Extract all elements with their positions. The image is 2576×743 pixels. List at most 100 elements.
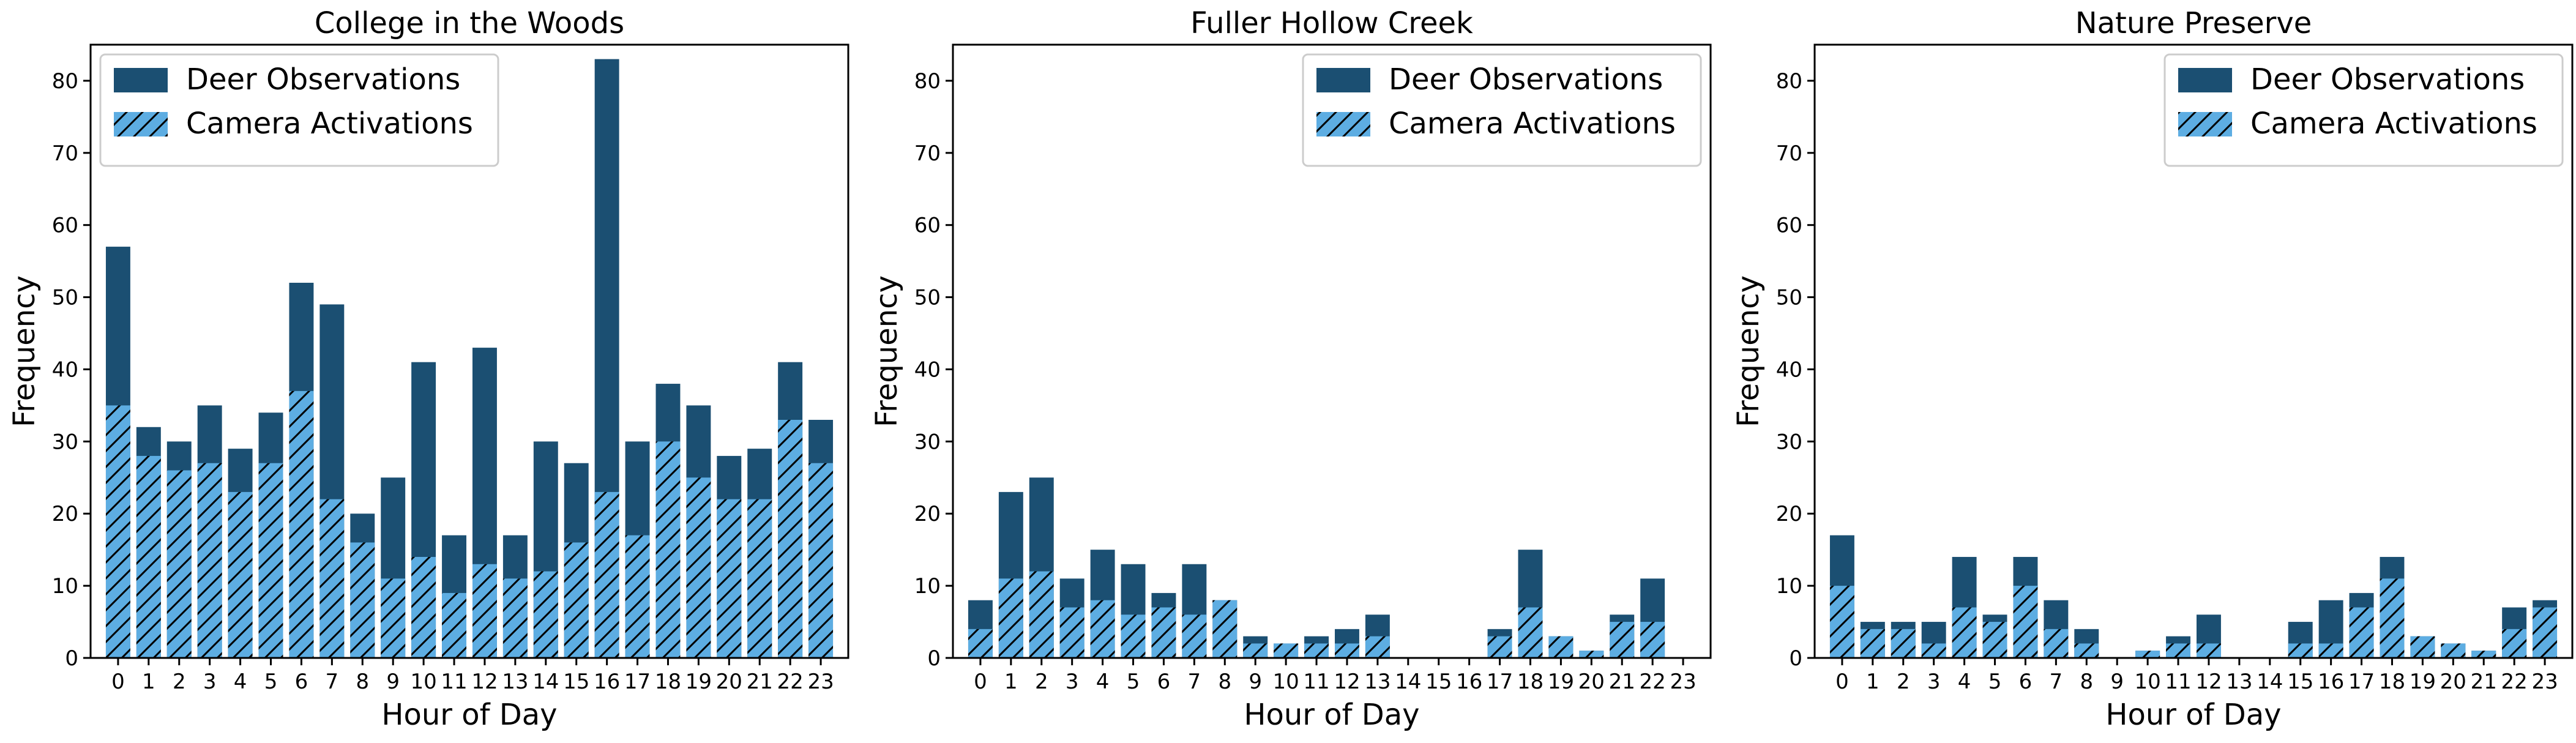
- camera-activation-hatch-22: [2502, 629, 2527, 658]
- x-tick-label: 12: [1334, 670, 1360, 694]
- x-tick-label: 20: [1578, 670, 1605, 694]
- legend-swatch-deer: [2178, 68, 2232, 92]
- camera-activation-hatch-21: [2471, 651, 2496, 658]
- y-tick-label: 10: [52, 574, 78, 599]
- legend-label-deer: Deer Observations: [2250, 62, 2525, 97]
- legend-box: [2163, 53, 2564, 167]
- x-axis-label: Hour of Day: [381, 698, 557, 732]
- y-tick-label: 50: [52, 286, 78, 310]
- x-tick-label: 13: [1364, 670, 1391, 694]
- camera-activation-hatch-8: [2074, 643, 2099, 658]
- legend: Deer Observations Camera Activations: [99, 53, 499, 167]
- y-tick-label: 50: [914, 286, 941, 310]
- camera-activation-hatch-7: [319, 499, 345, 658]
- y-tick-label: 0: [65, 646, 78, 671]
- legend: Deer Observations Camera Activations: [2163, 53, 2564, 167]
- x-tick-label: 7: [1188, 670, 1201, 694]
- bars: [105, 59, 834, 659]
- x-tick-label: 19: [2410, 670, 2436, 694]
- camera-activation-hatch-20: [2441, 643, 2466, 658]
- x-tick-label: 15: [563, 670, 589, 694]
- x-axis-label: Hour of Day: [1244, 698, 1419, 732]
- y-tick-label: 20: [52, 502, 78, 526]
- camera-activation-hatch-1: [136, 455, 161, 658]
- x-tick-label: 18: [1517, 670, 1544, 694]
- camera-activation-hatch-11: [1304, 643, 1329, 658]
- y-tick-label: 70: [52, 141, 78, 166]
- plot-frame: [89, 43, 849, 659]
- legend-label-camera: Camera Activations: [1389, 106, 1676, 141]
- y-tick-label: 20: [914, 502, 941, 526]
- x-tick-label: 4: [1096, 670, 1110, 694]
- camera-activation-hatch-0: [1829, 586, 1854, 658]
- x-tick-label: 10: [2134, 670, 2160, 694]
- x-tick-label: 11: [1303, 670, 1329, 694]
- x-tick-label: 6: [1157, 670, 1171, 694]
- camera-activation-hatch-18: [2380, 578, 2405, 658]
- y-tick-label: 70: [914, 141, 941, 166]
- y-tick-label: 40: [1776, 357, 1802, 382]
- x-tick-label: 20: [2440, 670, 2466, 694]
- y-axis-label: Frequency: [1731, 275, 1766, 427]
- x-tick-label: 0: [1835, 670, 1849, 694]
- camera-activation-hatch-4: [228, 491, 253, 658]
- camera-activation-hatch-1: [1860, 629, 1885, 658]
- bars: [1829, 535, 2558, 658]
- x-tick-label: 16: [1456, 670, 1482, 694]
- y-tick-label: 50: [1776, 286, 1802, 310]
- x-tick-label: 1: [1004, 670, 1018, 694]
- x-tick-label: 6: [2019, 670, 2033, 694]
- legend-label-deer: Deer Observations: [186, 62, 460, 97]
- camera-activation-hatch-16: [594, 491, 619, 658]
- camera-activation-hatch-17: [2349, 607, 2374, 658]
- y-tick-label: 60: [914, 214, 941, 238]
- x-tick-label: 17: [624, 670, 651, 694]
- legend-label-camera: Camera Activations: [186, 106, 473, 141]
- camera-activation-hatch-8: [350, 542, 375, 658]
- camera-activation-hatch-3: [197, 463, 222, 658]
- legend-box: [99, 53, 499, 167]
- x-tick-label: 23: [2531, 670, 2558, 694]
- x-tick-label: 7: [326, 670, 339, 694]
- camera-activation-hatch-13: [502, 578, 528, 658]
- x-tick-label: 5: [1988, 670, 2002, 694]
- legend-label-camera: Camera Activations: [2250, 106, 2537, 141]
- x-tick-label: 9: [2110, 670, 2124, 694]
- x-tick-label: 8: [1218, 670, 1231, 694]
- x-tick-label: 11: [2165, 670, 2191, 694]
- x-tick-label: 9: [386, 670, 400, 694]
- legend-box: [1302, 53, 1702, 167]
- legend-swatch-camera-hatch: [114, 112, 168, 136]
- camera-activation-hatch-6: [2013, 586, 2038, 658]
- camera-activation-hatch-10: [1274, 643, 1299, 658]
- camera-activation-hatch-9: [1243, 643, 1268, 658]
- legend: Deer Observations Camera Activations: [1302, 53, 1702, 167]
- x-tick-label: 15: [2287, 670, 2313, 694]
- camera-activation-hatch-22: [778, 419, 803, 658]
- camera-activation-hatch-23: [2533, 607, 2558, 658]
- x-tick-label: 23: [807, 670, 834, 694]
- x-tick-label: 8: [356, 670, 369, 694]
- camera-activation-hatch-4: [1952, 607, 1977, 658]
- panel-title: College in the Woods: [315, 6, 624, 40]
- y-tick-label: 70: [1776, 141, 1802, 166]
- x-tick-label: 0: [974, 670, 987, 694]
- x-tick-label: 4: [234, 670, 247, 694]
- camera-activation-hatch-15: [564, 542, 589, 658]
- y-tick-label: 80: [914, 69, 941, 94]
- x-tick-label: 17: [2348, 670, 2375, 694]
- x-tick-label: 19: [685, 670, 712, 694]
- x-tick-label: 14: [2257, 670, 2283, 694]
- x-tick-label: 10: [1272, 670, 1299, 694]
- x-tick-label: 18: [2379, 670, 2405, 694]
- camera-activation-hatch-4: [1090, 600, 1115, 658]
- camera-activation-hatch-6: [1151, 607, 1176, 658]
- x-tick-label: 2: [173, 670, 186, 694]
- x-tick-label: 17: [1487, 670, 1513, 694]
- camera-activation-hatch-11: [2166, 643, 2191, 658]
- legend-swatch-camera-hatch: [2178, 112, 2232, 136]
- x-axis-label: Hour of Day: [2105, 698, 2281, 732]
